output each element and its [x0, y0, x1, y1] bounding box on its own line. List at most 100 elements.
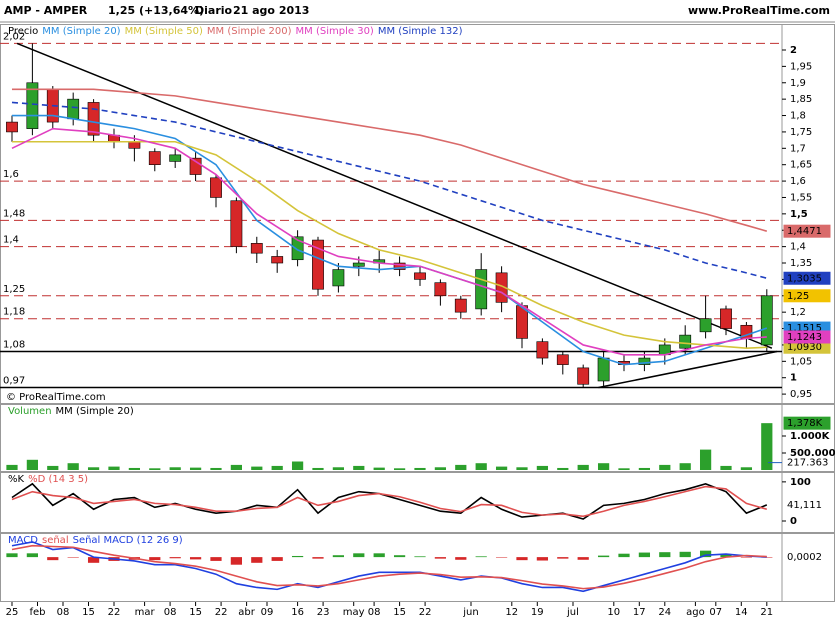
candle-body	[332, 269, 345, 287]
indicator-line	[11, 485, 768, 518]
x-tick-label: 15	[82, 607, 95, 618]
x-tick-label: 21	[760, 607, 773, 618]
legend-entry: MM (Simple 20)	[56, 406, 134, 417]
value-tag	[783, 271, 831, 285]
legend: %K %D (14 3 5)	[8, 474, 88, 485]
date: 21 ago 2013	[233, 4, 309, 17]
x-tick-label: 22	[419, 607, 432, 618]
candle-body	[250, 243, 263, 254]
x-tick-label: 22	[108, 607, 121, 618]
y-tick-label: 1,65	[790, 160, 812, 171]
volume-bar	[577, 464, 589, 470]
candle-body	[230, 200, 243, 247]
candle-body	[454, 298, 467, 313]
y-tick-label: 500.000	[790, 448, 835, 459]
x-tick-label: 15	[189, 607, 202, 618]
x-tick-label: 08	[57, 607, 70, 618]
histogram-bar	[312, 557, 324, 559]
legend-entry: MM (Simple 50)	[125, 26, 203, 37]
y-tick-label: 1.000K	[790, 431, 831, 442]
x-tick-label: 10	[607, 607, 620, 618]
histogram-bar	[6, 553, 18, 558]
volume-bar	[332, 467, 345, 470]
value-tag-label: 0,0002	[787, 552, 822, 563]
volume-bar	[597, 463, 610, 470]
histogram-bar	[393, 555, 406, 558]
legend: MACD señal Señal MACD (12 26 9)	[8, 535, 183, 546]
volume-bar	[679, 463, 691, 470]
value-tag-label: 217.363	[787, 458, 828, 469]
volume-bar	[434, 467, 447, 470]
histogram-bar	[638, 552, 651, 558]
histogram-bar	[230, 557, 243, 565]
moving-average	[11, 127, 767, 356]
volume-bar	[251, 466, 263, 470]
histogram-bar	[169, 557, 181, 559]
level-label: 0,97	[3, 376, 25, 387]
legend: Precio MM (Simple 20) MM (Simple 50) MM (Si…	[8, 26, 463, 37]
volume-bar	[230, 464, 243, 470]
volume-bar	[149, 468, 161, 470]
moving-average	[11, 140, 767, 350]
x-tick-label: 08	[164, 607, 177, 618]
y-tick-label: 1,5	[790, 209, 808, 220]
candle-body	[699, 318, 712, 333]
candle-body	[67, 98, 80, 120]
volume-bar	[26, 459, 38, 470]
y-tick-label: 1,05	[790, 356, 812, 367]
legend: Volumen MM (Simple 20)	[8, 406, 134, 417]
value-tag-label: 1,0930	[787, 342, 822, 353]
y-tick-label: 1,2	[790, 307, 806, 318]
y-tick-label: 100	[790, 477, 811, 488]
x-tick-label: 08	[368, 607, 381, 618]
value-tag-label: 1,378K	[787, 418, 823, 429]
quote: 1,25 (+13,64%)	[108, 4, 204, 17]
x-tick-label: jun	[462, 607, 478, 618]
candle-body	[271, 256, 284, 264]
candle-body	[597, 357, 610, 382]
level-label: 1,08	[3, 339, 25, 350]
trendline	[598, 350, 778, 389]
volume-bar	[618, 468, 630, 470]
histogram-bar	[455, 557, 467, 560]
candle-body	[352, 262, 365, 267]
site: www.ProRealTime.com	[688, 4, 830, 17]
candle-body	[679, 334, 692, 349]
y-tick-label: 1,4	[790, 242, 806, 253]
candle-body	[536, 341, 549, 359]
candle-body	[148, 151, 161, 165]
y-tick-label: 1	[790, 373, 797, 384]
symbol: AMP - AMPER	[4, 4, 88, 17]
volume-bar	[189, 467, 202, 470]
histogram-bar	[679, 551, 691, 558]
candle-body	[189, 157, 202, 175]
volume-bar	[536, 465, 549, 470]
histogram-bar	[434, 557, 447, 559]
volume-bar	[373, 467, 385, 470]
volume-bar	[6, 464, 18, 470]
volume-bar	[516, 467, 528, 470]
x-tick-label: 24	[658, 607, 671, 618]
x-tick-label: 07	[709, 607, 722, 618]
trendline	[16, 42, 773, 349]
histogram-bar	[291, 555, 304, 558]
legend-entry: MM (Simple 200)	[207, 26, 292, 37]
legend-entry: %K	[8, 474, 25, 485]
y-tick-label: 1,95	[790, 61, 812, 72]
histogram-bar	[251, 557, 263, 563]
candle-body	[291, 236, 304, 261]
histogram-bar	[597, 555, 610, 558]
volume-bar	[169, 467, 181, 470]
value-tag	[783, 416, 831, 430]
volume-bar	[495, 466, 508, 470]
volume-bar	[455, 464, 467, 470]
histogram-bar	[720, 554, 732, 558]
volume-bar	[271, 465, 283, 470]
value-tag-label: 1,1243	[787, 332, 822, 343]
y-tick-label: 1,85	[790, 94, 812, 105]
candle-body	[393, 262, 406, 270]
histogram-bar	[67, 557, 79, 558]
volume-bar	[475, 463, 487, 470]
